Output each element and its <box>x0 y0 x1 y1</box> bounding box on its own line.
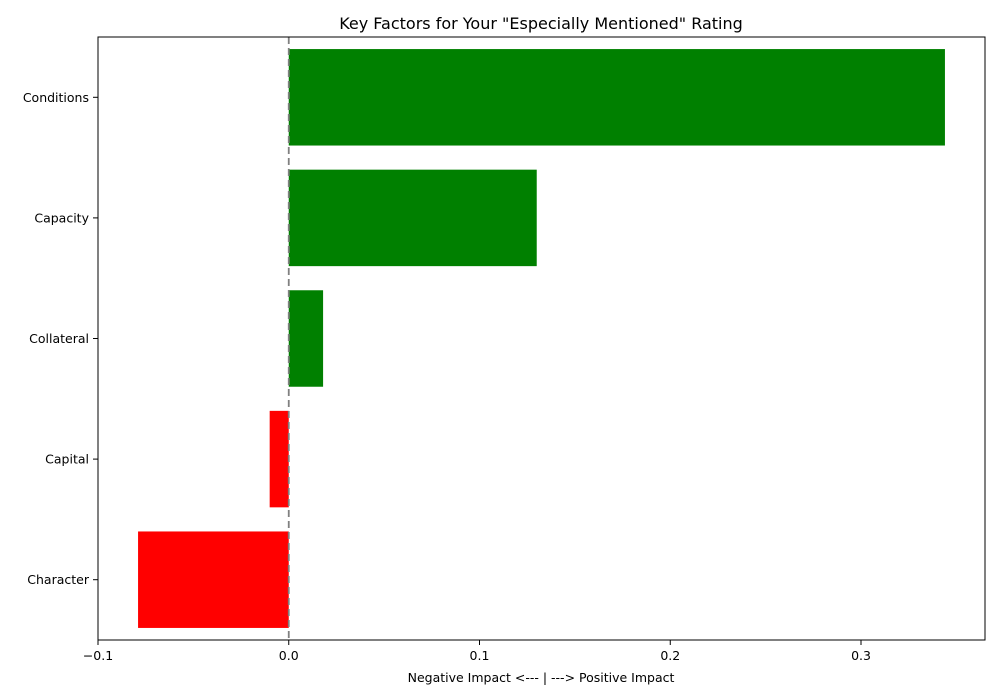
bar-conditions <box>288 49 945 146</box>
x-tick-label: 0.3 <box>851 648 871 663</box>
y-tick-label: Capacity <box>34 210 89 225</box>
plot-area <box>97 36 986 641</box>
x-axis: −0.1 0.0 0.1 0.2 0.3 <box>83 640 871 663</box>
y-tick-label: Conditions <box>23 90 89 105</box>
bar-character <box>138 531 289 628</box>
bars-layer <box>138 49 945 628</box>
y-tick-label: Character <box>27 572 90 587</box>
x-tick-label: −0.1 <box>83 648 113 663</box>
x-tick-label: 0.2 <box>660 648 680 663</box>
y-tick-label: Collateral <box>29 331 89 346</box>
bar-capital <box>269 410 289 508</box>
y-axis: Character Capital Collateral Capacity Condit… <box>23 90 98 587</box>
x-tick-label: 0.0 <box>279 648 299 663</box>
x-tick-label: 0.1 <box>470 648 490 663</box>
y-tick-label: Capital <box>45 452 89 467</box>
x-axis-label: Negative Impact <--- | ---> Positive Imp… <box>408 670 675 685</box>
chart-title: Key Factors for Your "Especially Mention… <box>339 14 743 33</box>
bar-collateral <box>288 290 324 387</box>
bar-capacity <box>288 169 537 267</box>
